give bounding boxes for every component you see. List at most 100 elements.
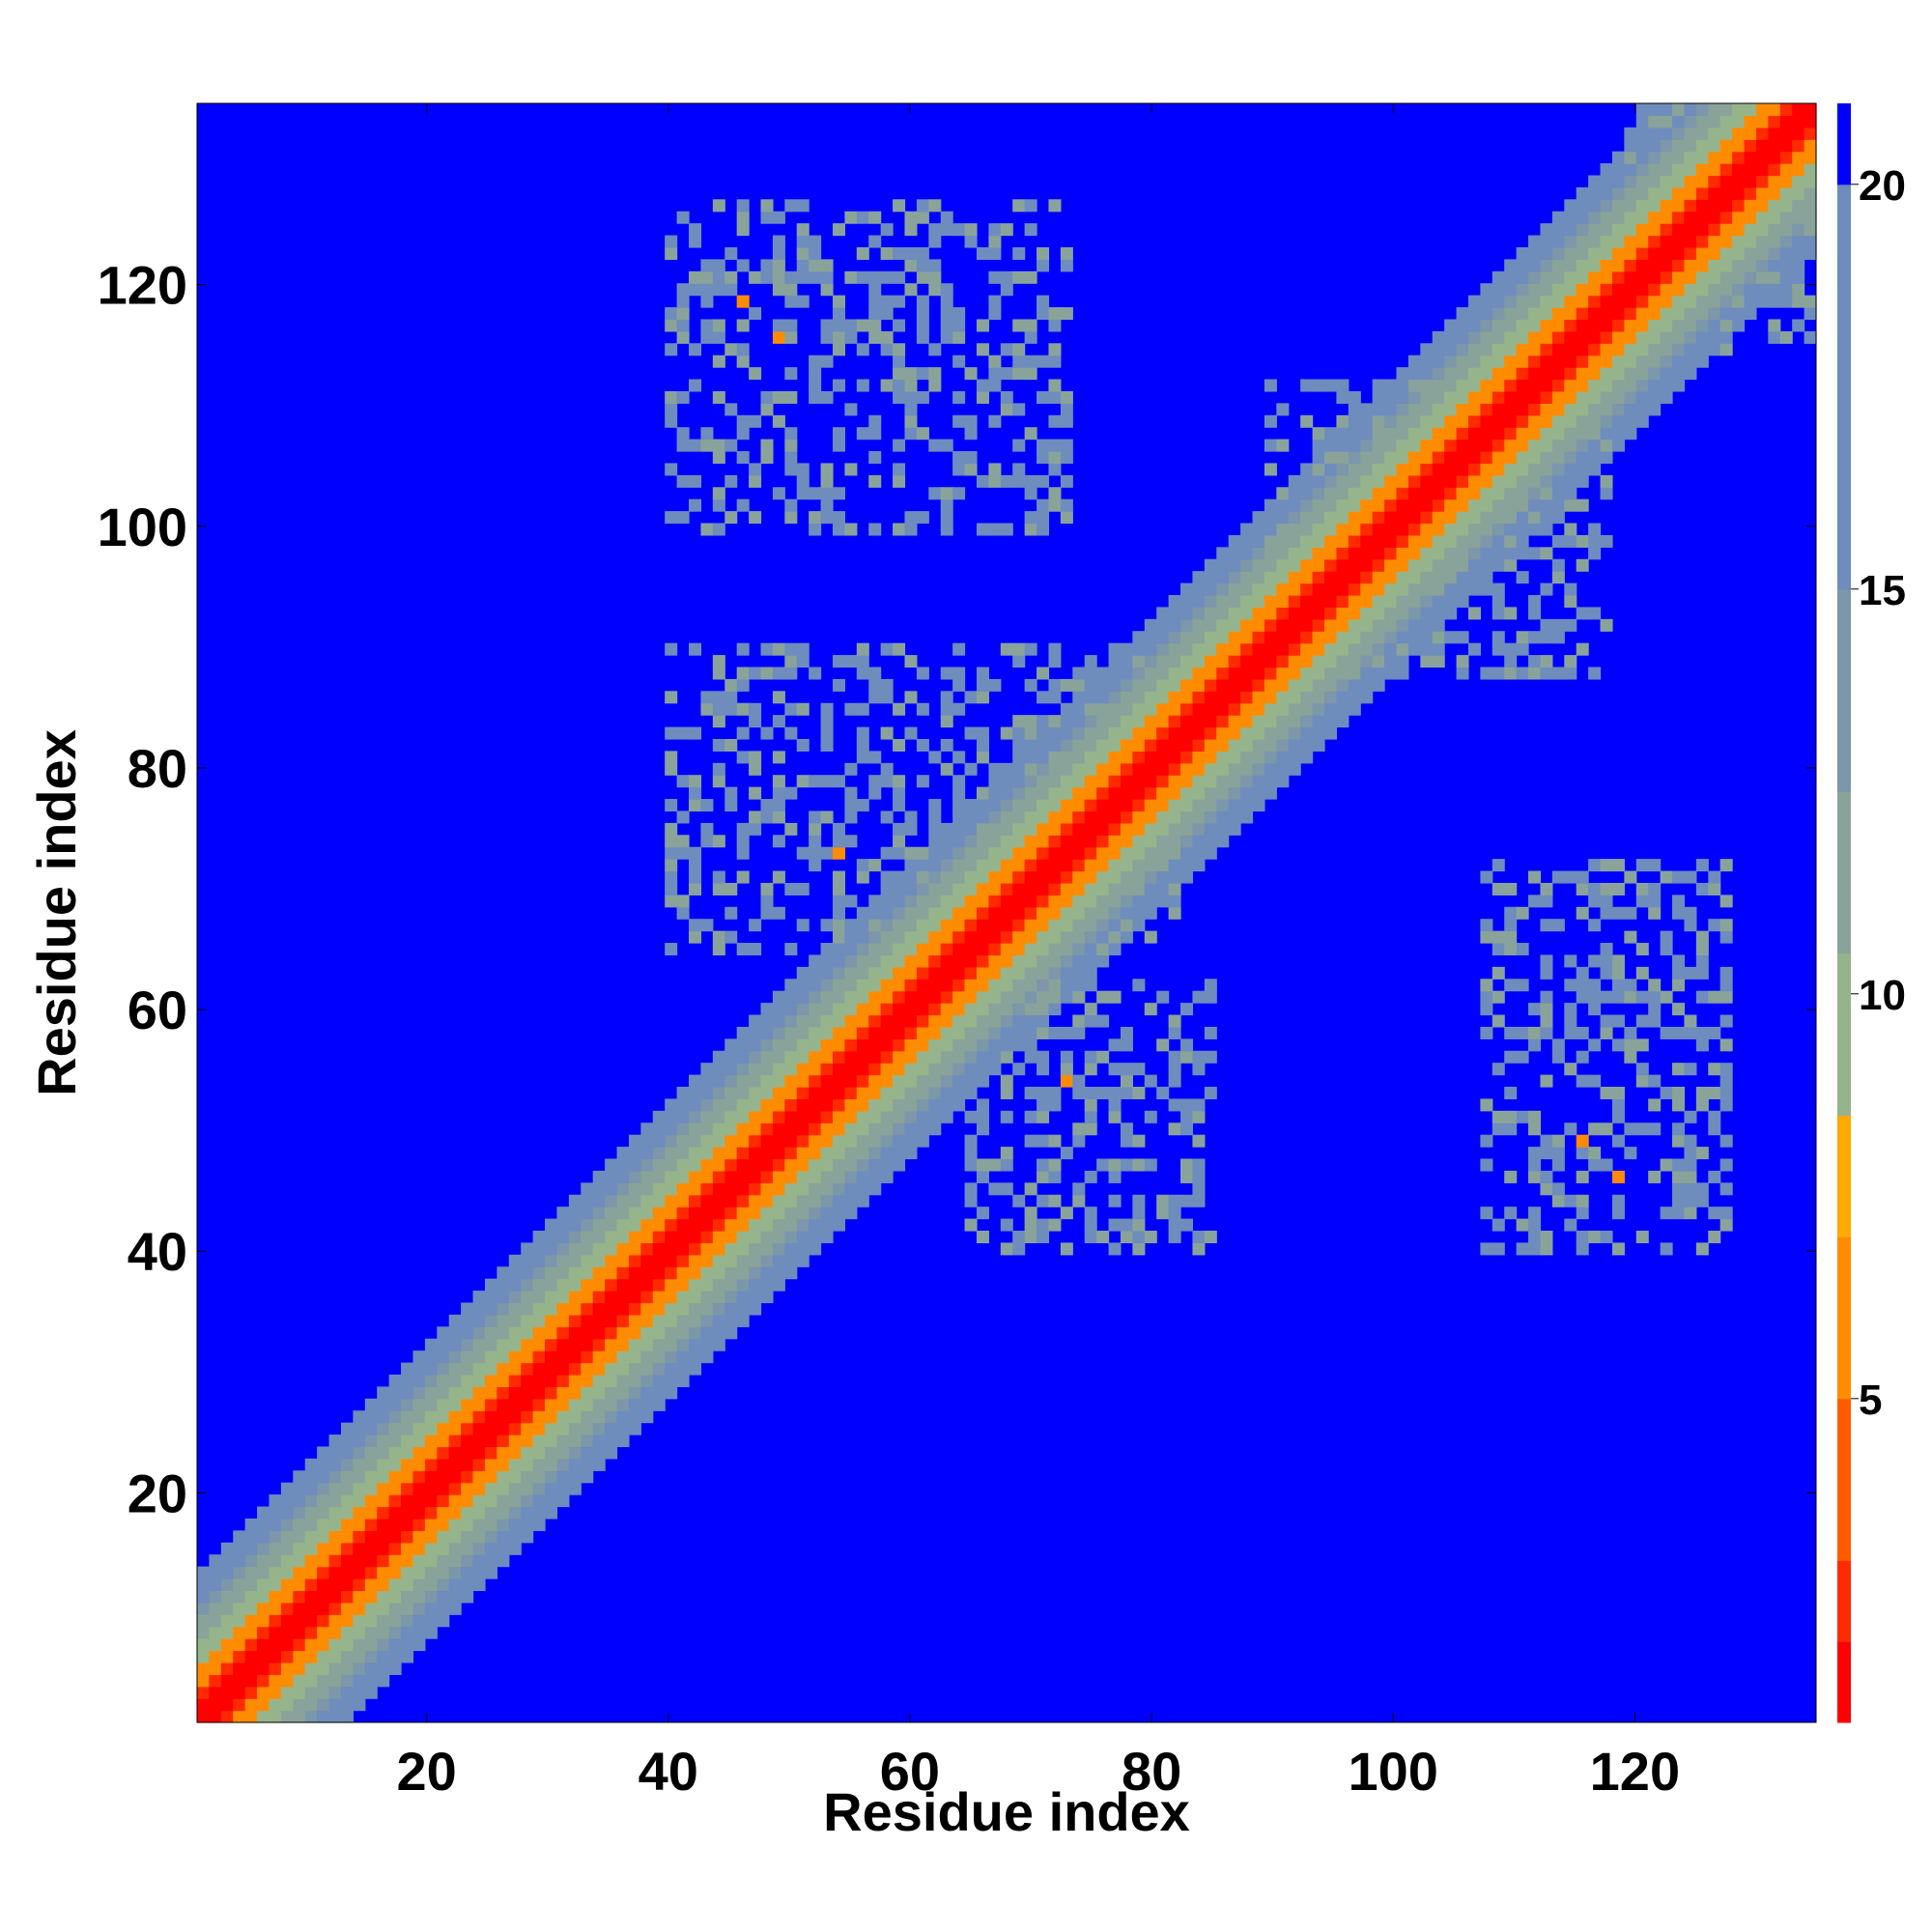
heatmap-cell <box>388 1422 402 1435</box>
heatmap-cell <box>796 295 810 308</box>
heatmap-cell <box>197 1566 211 1579</box>
heatmap-cell <box>1000 726 1013 740</box>
heatmap-cell <box>280 1542 294 1555</box>
heatmap-cell <box>497 1278 510 1292</box>
heatmap-cell <box>809 966 822 980</box>
heatmap-cell <box>1037 246 1050 260</box>
heatmap-cell <box>1037 906 1050 920</box>
heatmap-cell <box>1804 211 1817 224</box>
heatmap-cell <box>916 870 929 884</box>
heatmap-cell <box>1768 151 1781 164</box>
heatmap-cell <box>712 930 725 944</box>
heatmap-cell <box>1288 618 1301 632</box>
heatmap-cell <box>364 1602 378 1615</box>
heatmap-cell <box>749 751 762 764</box>
heatmap-cell <box>1168 1207 1181 1220</box>
heatmap-cell <box>856 655 869 668</box>
heatmap-cell <box>581 1398 594 1411</box>
heatmap-cell <box>1528 343 1542 356</box>
heatmap-cell <box>1037 1218 1050 1232</box>
heatmap-cell <box>809 1003 822 1016</box>
heatmap-cell <box>809 1230 822 1243</box>
heatmap-cell <box>1648 307 1662 321</box>
heatmap-cell <box>904 1087 918 1100</box>
heatmap-cell <box>665 859 678 872</box>
heatmap-cell <box>377 1566 390 1579</box>
heatmap-cell <box>676 1194 690 1208</box>
heatmap-cell <box>1480 1158 1493 1172</box>
heatmap-cell <box>1323 595 1337 609</box>
heatmap-cell <box>1719 1038 1733 1052</box>
heatmap-cell <box>868 1087 882 1100</box>
heatmap-cell <box>964 870 978 884</box>
heatmap-cell <box>1695 246 1709 260</box>
heatmap-cell <box>1708 235 1721 248</box>
heatmap-cell <box>640 1278 654 1292</box>
heatmap-cell <box>1744 295 1757 308</box>
heatmap-cell <box>317 1662 330 1675</box>
heatmap-cell <box>1611 990 1625 1004</box>
heatmap-cell <box>772 1242 785 1256</box>
heatmap-cell <box>1504 547 1518 560</box>
heatmap-cell <box>952 979 966 992</box>
heatmap-cell <box>1348 463 1361 476</box>
heatmap-cell <box>1216 642 1230 656</box>
heatmap-cell <box>437 1470 450 1484</box>
heatmap-cell <box>1551 223 1565 237</box>
heatmap-cell <box>1528 246 1542 260</box>
heatmap-cell <box>916 919 929 932</box>
heatmap-cell <box>1048 919 1062 932</box>
heatmap-cell <box>976 379 989 392</box>
heatmap-cell <box>784 463 798 476</box>
heatmap-cell <box>1624 283 1637 297</box>
heatmap-cell <box>1216 618 1230 632</box>
heatmap-cell <box>1684 175 1697 188</box>
heatmap-cell <box>928 895 942 908</box>
heatmap-cell <box>401 1614 414 1628</box>
heatmap-cell <box>772 642 785 656</box>
heatmap-cell <box>1779 199 1793 213</box>
heatmap-cell <box>1635 330 1649 344</box>
heatmap-cell <box>784 1110 798 1123</box>
heatmap-cell <box>1420 511 1434 525</box>
heatmap-cell <box>1000 799 1013 812</box>
heatmap-cell <box>1611 966 1625 980</box>
heatmap-cell <box>1492 463 1505 476</box>
heatmap-cell <box>1000 1050 1013 1064</box>
heatmap-cell <box>1444 511 1458 525</box>
heatmap-cell <box>856 379 869 392</box>
heatmap-cell <box>1755 127 1769 140</box>
heatmap-cell <box>1072 678 1086 692</box>
heatmap-cell <box>1611 151 1625 164</box>
heatmap-cell <box>1360 607 1374 620</box>
heatmap-cell <box>1672 906 1686 920</box>
heatmap-cell <box>293 1650 306 1663</box>
heatmap-cell <box>1240 702 1254 716</box>
heatmap-cell <box>448 1482 462 1495</box>
heatmap-cell <box>1312 738 1325 752</box>
heatmap-cell <box>1228 691 1241 704</box>
heatmap-cell <box>461 1350 474 1364</box>
heatmap-cell <box>760 1158 774 1172</box>
heatmap-cell <box>377 1470 390 1484</box>
heatmap-cell <box>1611 367 1625 381</box>
heatmap-cell <box>964 367 978 381</box>
heatmap-cell <box>412 1554 426 1568</box>
heatmap-cell <box>700 1098 714 1112</box>
heatmap-cell <box>556 1470 570 1484</box>
heatmap-cell <box>1684 906 1697 920</box>
heatmap-cell <box>545 1446 558 1460</box>
heatmap-cell <box>916 1110 929 1123</box>
heatmap-cell <box>700 330 714 344</box>
heatmap-cell <box>1528 451 1542 465</box>
heatmap-cell <box>1060 954 1073 968</box>
heatmap-cell <box>1037 1026 1050 1039</box>
heatmap-cell <box>388 1518 402 1531</box>
heatmap-cell <box>1024 487 1037 500</box>
heatmap-cell <box>1672 1098 1686 1112</box>
heatmap-cell <box>1288 607 1301 620</box>
heatmap-cell <box>1132 822 1146 836</box>
heatmap-cell <box>1216 810 1230 824</box>
heatmap-cell <box>893 1074 906 1088</box>
heatmap-cell <box>1072 702 1086 716</box>
